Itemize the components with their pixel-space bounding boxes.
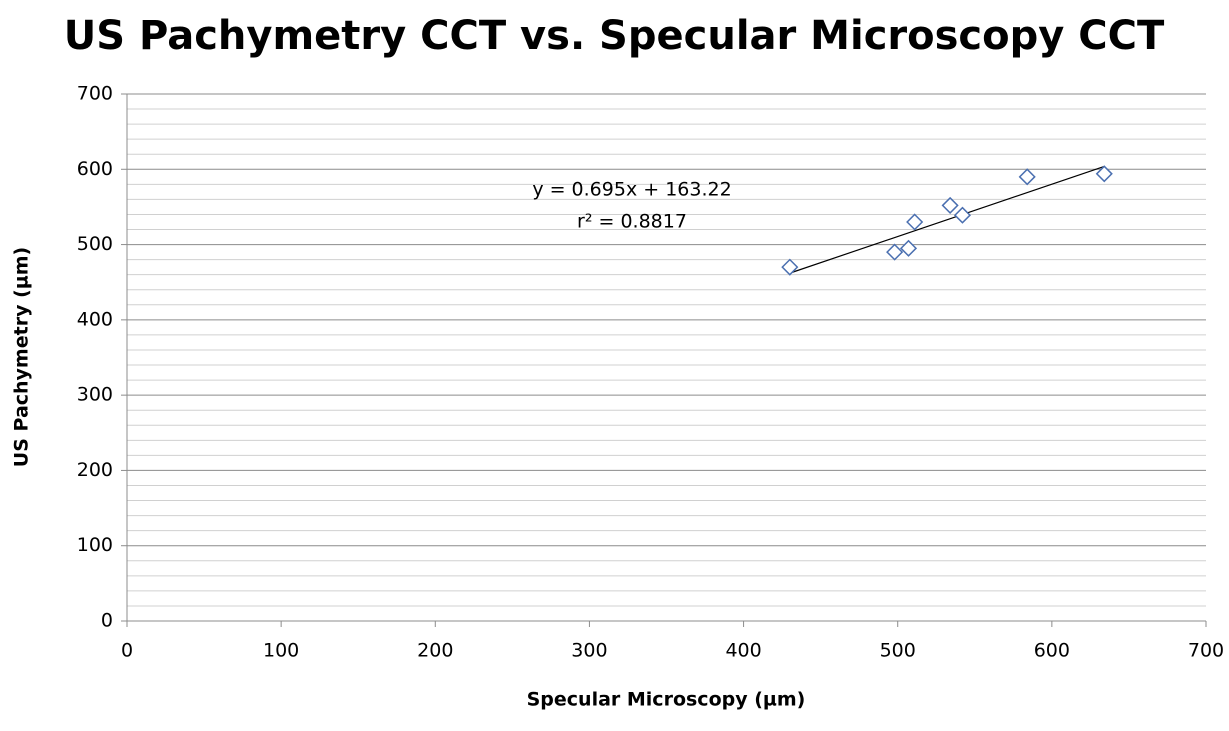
x-tick-label: 400 bbox=[725, 640, 761, 662]
y-tick-label: 0 bbox=[101, 610, 113, 632]
x-axis-label: Specular Microscopy (µm) bbox=[527, 689, 806, 711]
x-tick-label: 300 bbox=[571, 640, 607, 662]
y-tick-label: 400 bbox=[77, 308, 113, 330]
y-tick-label: 500 bbox=[77, 233, 113, 255]
trendline bbox=[789, 165, 1105, 274]
y-tick-label: 100 bbox=[77, 534, 113, 556]
x-tick-label: 600 bbox=[1034, 640, 1070, 662]
y-tick-label: 300 bbox=[77, 384, 113, 406]
x-tick-label: 100 bbox=[263, 640, 299, 662]
y-tick-label: 700 bbox=[77, 83, 113, 105]
scatter-point bbox=[1018, 168, 1036, 186]
trendline-r2: r² = 0.8817 bbox=[577, 211, 687, 233]
y-tick-label: 200 bbox=[77, 459, 113, 481]
x-tick-label: 500 bbox=[880, 640, 916, 662]
chart-title: US Pachymetry CCT vs. Specular Microscop… bbox=[64, 13, 1165, 59]
scatter-point bbox=[781, 258, 799, 276]
scatter-point bbox=[886, 243, 904, 261]
scatter-point bbox=[953, 206, 972, 224]
trendline-equation: y = 0.695x + 163.22 bbox=[532, 179, 731, 201]
x-tick-label: 700 bbox=[1188, 640, 1224, 662]
x-tick-label: 200 bbox=[417, 640, 453, 662]
scatter-point bbox=[906, 213, 924, 231]
scatter-point bbox=[941, 196, 959, 214]
x-tick-label: 0 bbox=[121, 640, 133, 662]
scatter-point bbox=[899, 239, 918, 257]
y-axis-label: US Pachymetry (µm) bbox=[11, 247, 33, 467]
y-tick-label: 600 bbox=[77, 158, 113, 180]
scatter-point bbox=[1095, 165, 1113, 183]
